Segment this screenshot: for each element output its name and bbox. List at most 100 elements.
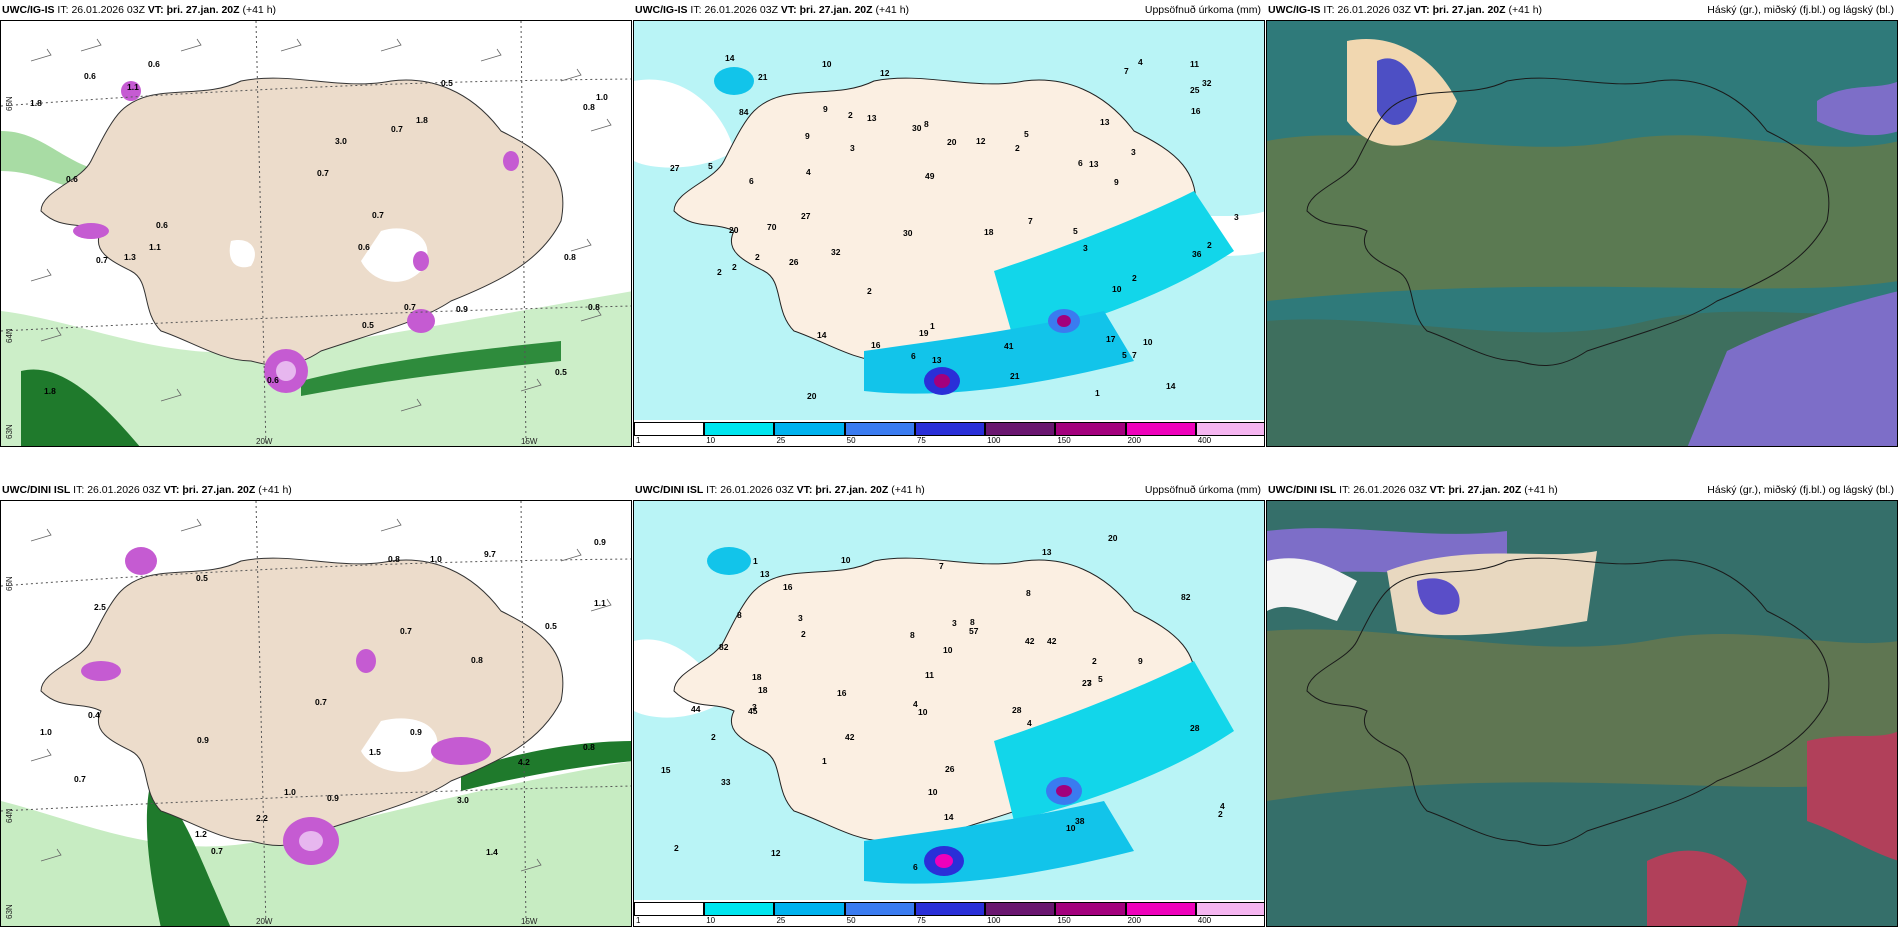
value-label: 2 — [1207, 240, 1212, 250]
value-label: 10 — [943, 645, 953, 655]
colorbar-tick: 1 — [636, 916, 641, 925]
map-svg — [1, 21, 631, 446]
value-label: 25 — [1190, 85, 1200, 95]
panel-header: UWC/IG-IS IT: 26.01.2026 03Z VT: þri. 27… — [633, 0, 1265, 20]
vt-time: þri. 27.jan. 20Z — [799, 4, 873, 16]
value-label: 1.3 — [124, 252, 136, 262]
colorbar-swatch — [914, 902, 986, 916]
value-label: 0.7 — [404, 302, 416, 312]
value-label: 16 — [783, 582, 793, 592]
lead-time: (+41 h) — [258, 484, 292, 496]
panel-ig-is-wind: UWC/IG-IS IT: 26.01.2026 03Z VT: þri. 27… — [0, 0, 632, 447]
value-label: 14 — [725, 53, 735, 63]
colorbar-tick: 25 — [776, 916, 786, 925]
value-label: 0.5 — [362, 320, 374, 330]
value-label: 12 — [771, 848, 781, 858]
value-label: 0.8 — [583, 742, 595, 752]
vt-time: þri. 27.jan. 20Z — [1448, 484, 1522, 496]
value-label: 10 — [841, 555, 851, 565]
panel-header: UWC/IG-IS IT: 26.01.2026 03Z VT: þri. 27… — [1266, 0, 1898, 20]
value-label: 70 — [767, 222, 777, 232]
value-label: 2 — [711, 732, 716, 742]
value-label: 9 — [1114, 177, 1119, 187]
map-svg — [634, 21, 1264, 446]
value-label: 36 — [1192, 249, 1202, 259]
value-label: 10 — [1112, 284, 1122, 294]
value-label: 13 — [1089, 159, 1099, 169]
lon-label-15w: 15W — [521, 437, 538, 446]
it-label: IT: — [706, 484, 718, 496]
value-label: 16 — [871, 340, 881, 350]
it-time: 26.01.2026 03Z — [87, 484, 161, 496]
colorbar-tick: 400 — [1197, 916, 1212, 925]
value-label: 8 — [924, 119, 929, 129]
value-label: 0.6 — [148, 59, 160, 69]
panel-ig-is-precip: UWC/IG-IS IT: 26.01.2026 03Z VT: þri. 27… — [633, 0, 1265, 447]
value-label: 3.0 — [457, 795, 469, 805]
value-label: 28 — [1012, 705, 1022, 715]
value-label: 0.8 — [471, 655, 483, 665]
value-label: 6 — [913, 862, 918, 872]
value-label: 4 — [1138, 57, 1143, 67]
value-label: 2 — [867, 286, 872, 296]
colorbar-tick: 75 — [916, 436, 926, 445]
map-area: 66N 64N 63N 20W 15W 9.7 0.7 0.5 1.0 0.5 0.9 1.… — [0, 500, 632, 927]
field-title: Háský (gr.), miðský (fj.bl.) og lágský (… — [1707, 4, 1894, 16]
value-label: 3 — [752, 702, 757, 712]
value-label: 2 — [755, 252, 760, 262]
colorbar-tick: 100 — [987, 916, 1001, 925]
value-label: 9.7 — [484, 549, 496, 559]
value-label: 18 — [758, 685, 768, 695]
vt-label: VT: — [780, 4, 797, 16]
value-label: 1.4 — [486, 847, 498, 857]
field-title: Uppsöfnuð úrkoma (mm) — [1144, 484, 1261, 496]
it-time: 26.01.2026 03Z — [71, 4, 145, 16]
value-label: 0.7 — [211, 846, 223, 856]
value-label: 20 — [1108, 533, 1118, 543]
colorbar-swatch — [1055, 902, 1126, 916]
vt-time: þri. 27.jan. 20Z — [182, 484, 256, 496]
colorbar-tick: 200 — [1127, 436, 1141, 445]
value-label: 4 — [1027, 718, 1032, 728]
value-label: 7 — [1028, 216, 1033, 226]
value-label: 1 — [822, 756, 827, 766]
value-label: 5 — [1098, 674, 1103, 684]
value-label: 3 — [1087, 678, 1092, 688]
value-label: 0.8 — [588, 302, 600, 312]
lead-time: (+41 h) — [1524, 484, 1558, 496]
map-svg — [1267, 501, 1897, 926]
value-label: 2 — [717, 267, 722, 277]
lat-label-64n: 64N — [5, 328, 14, 343]
value-label: 1.0 — [596, 92, 608, 102]
value-label: 1.1 — [127, 82, 139, 92]
lat-label-63n: 63N — [5, 424, 14, 439]
map-area — [1266, 20, 1898, 447]
it-label: IT: — [1339, 484, 1351, 496]
value-label: 1.8 — [30, 98, 42, 108]
value-label: 10 — [928, 787, 938, 797]
value-label: 5 — [1073, 226, 1078, 236]
value-label: 20 — [947, 137, 957, 147]
value-label: 9 — [805, 131, 810, 141]
it-label: IT: — [57, 4, 69, 16]
colorbar-swatch — [1195, 902, 1264, 916]
it-label: IT: — [690, 4, 702, 16]
colorbar-tick: 25 — [776, 436, 786, 445]
value-label: 2 — [1218, 809, 1223, 819]
colorbar-swatch — [634, 902, 705, 916]
value-label: 3 — [1131, 147, 1136, 157]
colorbar-tick: 400 — [1197, 436, 1212, 445]
value-label: 27 — [670, 163, 680, 173]
vt-time: þri. 27.jan. 20Z — [1432, 4, 1506, 16]
value-label: 41 — [1004, 341, 1014, 351]
value-label: 32 — [831, 247, 841, 257]
value-label: 0.9 — [410, 727, 422, 737]
map-svg — [1, 501, 631, 926]
value-label: 9 — [1138, 656, 1143, 666]
map-area: 66N 64N 63N 20W 15W 0.6 1.8 0.8 0.6 0.5 0.7 0.… — [0, 20, 632, 447]
value-label: 4 — [806, 167, 811, 177]
value-label: 0.4 — [88, 710, 100, 720]
value-label: 45 — [748, 706, 758, 716]
value-label: 38 — [1075, 816, 1085, 826]
value-label: 0.5 — [555, 367, 567, 377]
